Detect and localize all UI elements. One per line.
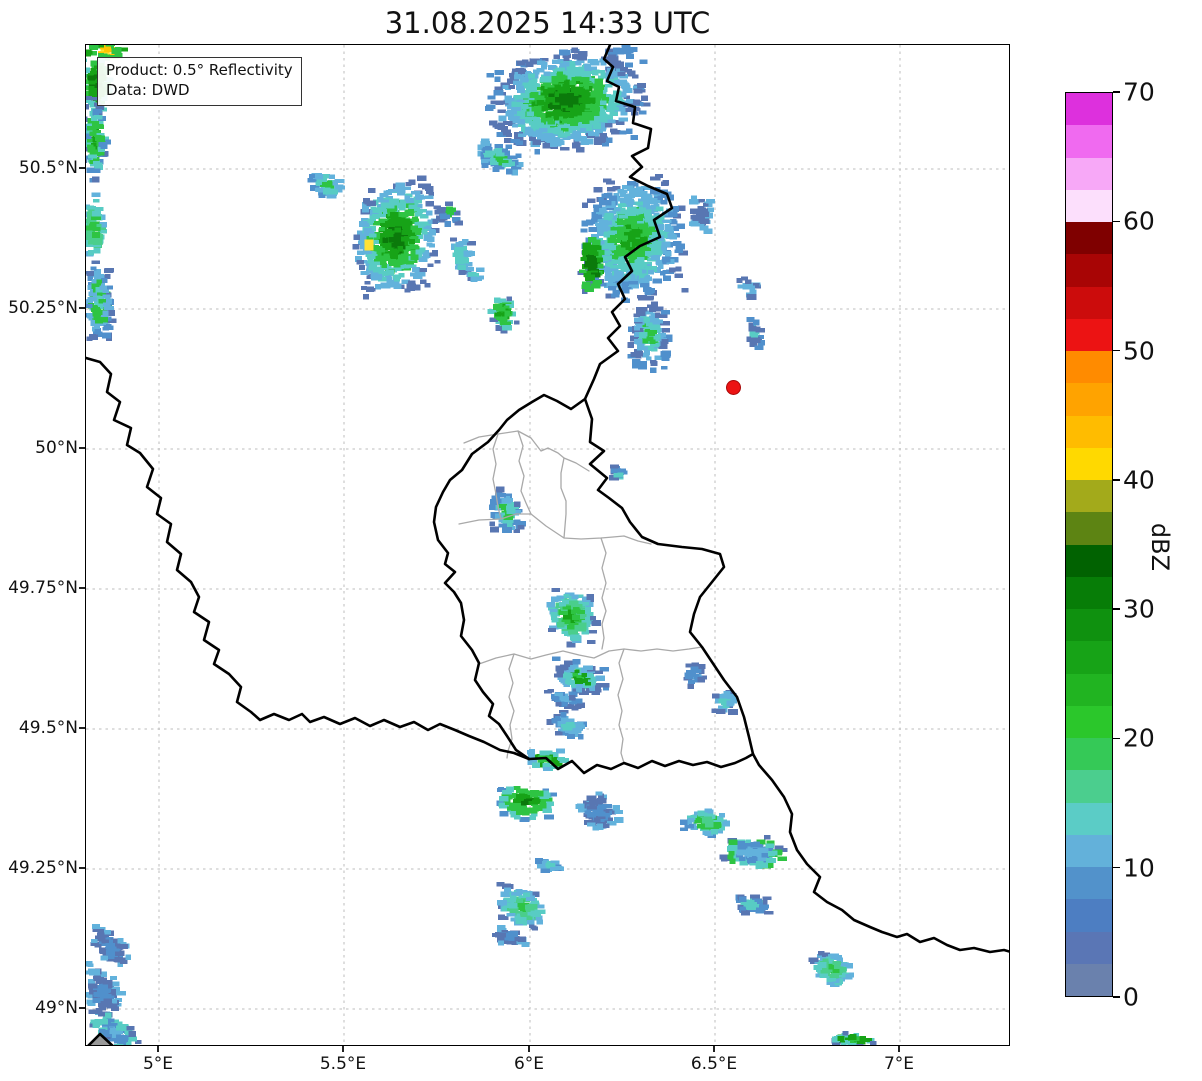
lon-tickmark bbox=[713, 1046, 715, 1052]
map-panel: Product: 0.5° Reflectivity Data: DWD bbox=[85, 44, 1010, 1046]
lon-tickmark bbox=[528, 1046, 530, 1052]
colorbar-tick-label: 10 bbox=[1123, 853, 1155, 883]
lon-tick-label: 5.5°E bbox=[319, 1054, 367, 1074]
lat-tick-label: 50.25°N bbox=[8, 298, 78, 318]
colorbar-tickmark bbox=[1113, 996, 1120, 998]
lon-tick-label: 6.5°E bbox=[690, 1054, 738, 1074]
lon-tickmark bbox=[342, 1046, 344, 1052]
colorbar-segment bbox=[1066, 738, 1112, 771]
colorbar-segment bbox=[1066, 931, 1112, 964]
colorbar-segment bbox=[1066, 641, 1112, 674]
lat-tickmark bbox=[79, 867, 85, 869]
colorbar-segment bbox=[1066, 93, 1112, 126]
colorbar-segment bbox=[1066, 576, 1112, 609]
colorbar-segment bbox=[1066, 157, 1112, 190]
lat-tick-label: 49°N bbox=[35, 998, 78, 1018]
colorbar-segment bbox=[1066, 189, 1112, 222]
colorbar bbox=[1065, 92, 1113, 997]
district-borders bbox=[458, 430, 703, 764]
station-marker bbox=[725, 379, 741, 395]
colorbar-segment bbox=[1066, 544, 1112, 577]
colorbar-tickmark bbox=[1113, 349, 1120, 352]
colorbar-segment bbox=[1066, 705, 1112, 738]
colorbar-segment bbox=[1066, 125, 1112, 158]
figure-title: 31.08.2025 14:33 UTC bbox=[384, 6, 711, 40]
data-source-line: Data: DWD bbox=[106, 80, 190, 99]
colorbar-tick-label: 40 bbox=[1123, 465, 1155, 495]
colorbar-tickmark bbox=[1113, 867, 1120, 869]
radar-echoes-layer bbox=[86, 45, 1009, 1045]
colorbar-segment bbox=[1066, 512, 1112, 545]
lat-tickmark bbox=[79, 307, 85, 309]
lon-tick-label: 7°E bbox=[883, 1054, 915, 1074]
lat-tickmark bbox=[79, 1007, 85, 1009]
lon-tick-label: 6°E bbox=[513, 1054, 545, 1074]
colorbar-segment bbox=[1066, 673, 1112, 706]
colorbar-segment bbox=[1066, 222, 1112, 255]
product-line: Product: 0.5° Reflectivity bbox=[106, 61, 293, 79]
colorbar-tickmark bbox=[1113, 91, 1120, 93]
colorbar-tick-label: 20 bbox=[1123, 723, 1155, 753]
colorbar-tick-label: 60 bbox=[1123, 206, 1155, 236]
lat-tickmark bbox=[79, 167, 85, 169]
colorbar-tickmark bbox=[1113, 220, 1120, 222]
colorbar-label: dBZ bbox=[1146, 522, 1174, 572]
lat-tick-label: 50°N bbox=[35, 438, 78, 458]
lat-tick-label: 49.5°N bbox=[18, 718, 78, 738]
colorbar-segment bbox=[1066, 318, 1112, 351]
colorbar-segment bbox=[1066, 899, 1112, 932]
colorbar-segment bbox=[1066, 383, 1112, 416]
colorbar-segment bbox=[1066, 802, 1112, 835]
product-info-box: Product: 0.5° Reflectivity Data: DWD bbox=[97, 57, 302, 106]
country-borders bbox=[86, 45, 1009, 1045]
colorbar-segment bbox=[1066, 834, 1112, 867]
colorbar-segment bbox=[1066, 867, 1112, 900]
lat-tickmark bbox=[79, 587, 85, 589]
colorbar-tick-label: 70 bbox=[1123, 77, 1155, 107]
colorbar-tickmark bbox=[1113, 737, 1120, 740]
colorbar-segment bbox=[1066, 609, 1112, 642]
lon-tickmark bbox=[898, 1046, 900, 1052]
colorbar-tickmark bbox=[1113, 479, 1120, 481]
colorbar-tick-label: 50 bbox=[1123, 336, 1155, 366]
lat-tickmark bbox=[79, 447, 85, 449]
colorbar-segment bbox=[1066, 351, 1112, 384]
national-borders bbox=[86, 45, 1009, 1045]
lon-tickmark bbox=[157, 1046, 159, 1052]
colorbar-segment bbox=[1066, 415, 1112, 448]
lon-tick-label: 5°E bbox=[142, 1054, 174, 1074]
colorbar-tick-label: 0 bbox=[1123, 982, 1139, 1012]
colorbar-segment bbox=[1066, 770, 1112, 803]
lat-tick-label: 49.75°N bbox=[8, 578, 78, 598]
lat-tick-label: 49.25°N bbox=[8, 858, 78, 878]
colorbar-segment bbox=[1066, 963, 1112, 996]
colorbar-tickmark bbox=[1113, 608, 1120, 610]
lat-tick-label: 50.5°N bbox=[18, 158, 78, 178]
colorbar-segment bbox=[1066, 286, 1112, 319]
colorbar-segment bbox=[1066, 254, 1112, 287]
colorbar-tick-label: 30 bbox=[1123, 594, 1155, 624]
lat-tickmark bbox=[79, 727, 85, 729]
colorbar-segment bbox=[1066, 447, 1112, 480]
colorbar-segment bbox=[1066, 480, 1112, 513]
